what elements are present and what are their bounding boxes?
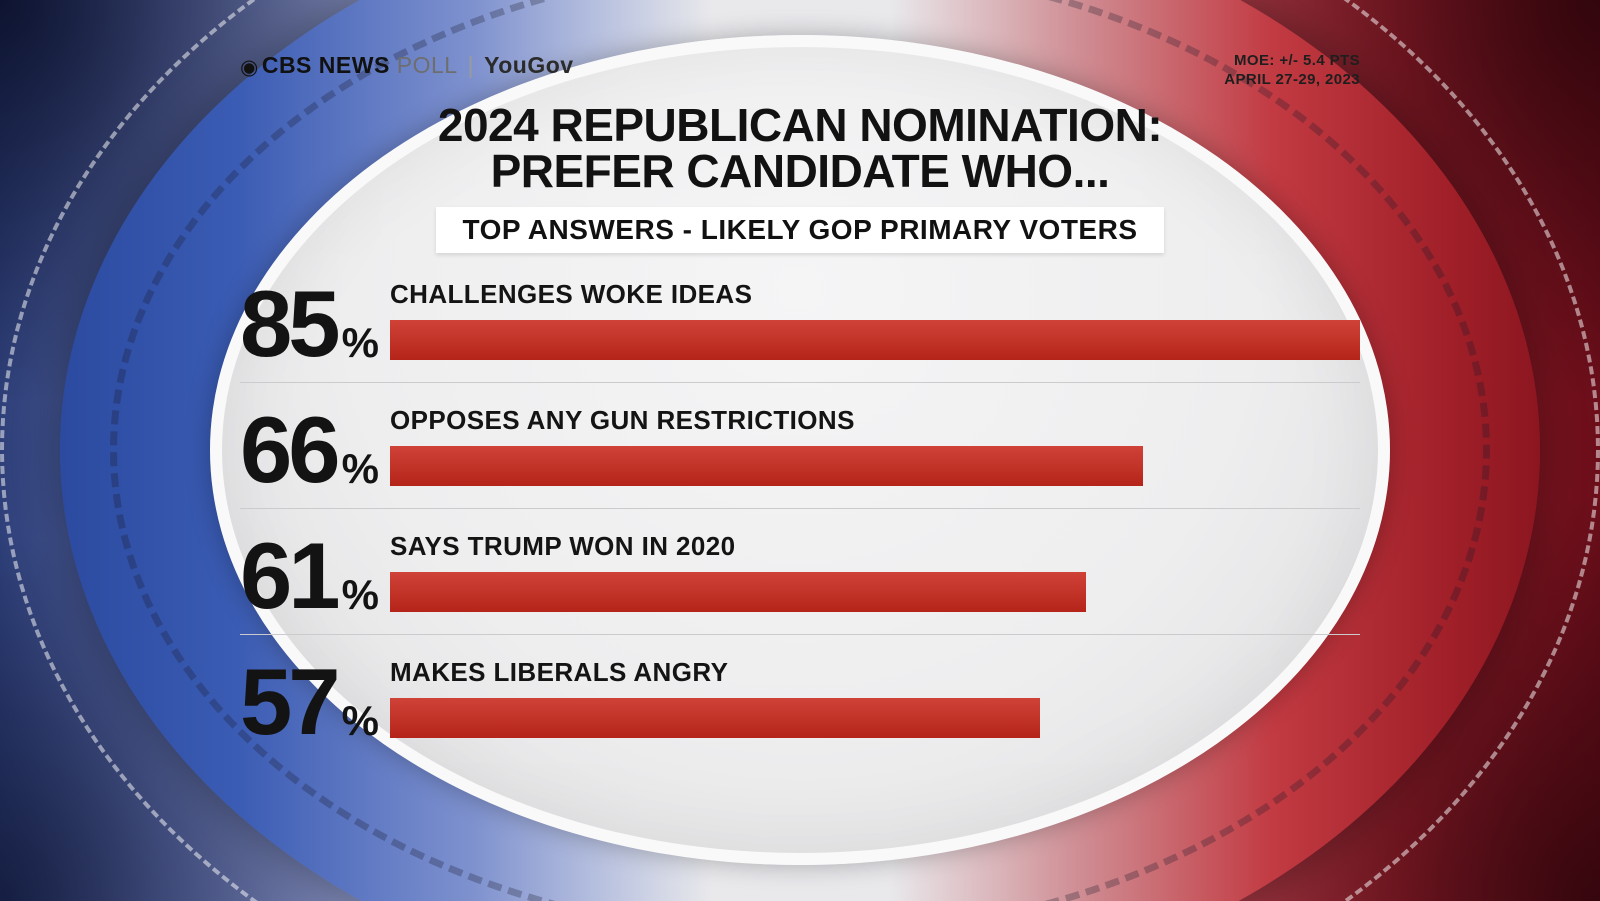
bar-track (390, 572, 1360, 613)
bar-value: 61 % (240, 523, 390, 628)
bar-group: MAKES LIBERALS ANGRY (390, 657, 1360, 739)
bar-value: 66 % (240, 397, 390, 502)
bar-track (390, 698, 1360, 739)
chart-row: 61 % SAYS TRUMP WON IN 2020 (240, 508, 1360, 634)
chart-row: 66 % OPPOSES ANY GUN RESTRICTIONS (240, 382, 1360, 508)
chart-title-line2: PREFER CANDIDATE WHO... (490, 145, 1110, 198)
chart-title-line1: 2024 REPUBLICAN NOMINATION: (437, 98, 1163, 151)
bar-value: 85 % (240, 271, 390, 376)
ring-ticks (110, 0, 1490, 901)
chart-subtitle: TOP ANSWERS - LIKELY GOP PRIMARY VOTERS (436, 207, 1164, 254)
chart-row: 85 % CHALLENGES WOKE IDEAS (240, 271, 1360, 382)
bar-group: CHALLENGES WOKE IDEAS (390, 279, 1360, 361)
bar-value: 57 % (240, 649, 390, 754)
margin-of-error: MOE: +/- 5.4 PTS APRIL 27-29, 2023 (1224, 52, 1360, 90)
brand-cbs-news: CBS NEWS (261, 52, 390, 78)
chart-content: ◉ CBS NEWS POLL | YouGov MOE: +/- 5.4 PT… (240, 52, 1360, 760)
bar-value-number: 61 (240, 523, 341, 628)
bar-fill (390, 446, 1144, 487)
moe-line1: MOE: +/- 5.4 PTS (1233, 52, 1360, 69)
moe-line2: APRIL 27-29, 2023 (1224, 70, 1360, 88)
bar-value-number: 66 (240, 397, 341, 502)
topbar: ◉ CBS NEWS POLL | YouGov MOE: +/- 5.4 PT… (240, 52, 1360, 90)
bar-group: OPPOSES ANY GUN RESTRICTIONS (390, 405, 1360, 487)
bar-value-number: 57 (240, 649, 341, 754)
bar-label: MAKES LIBERALS ANGRY (390, 657, 729, 688)
bar-value-unit: % (341, 696, 379, 744)
brand-lockup: ◉ CBS NEWS POLL | YouGov (240, 52, 574, 79)
bar-group: SAYS TRUMP WON IN 2020 (390, 531, 1360, 613)
bar-track (390, 446, 1360, 487)
chart-row: 57 % MAKES LIBERALS ANGRY (240, 634, 1360, 760)
bar-label: CHALLENGES WOKE IDEAS (390, 279, 753, 310)
bar-label: OPPOSES ANY GUN RESTRICTIONS (390, 405, 855, 436)
chart-subtitle-wrap: TOP ANSWERS - LIKELY GOP PRIMARY VOTERS (240, 207, 1360, 254)
bar-value-unit: % (341, 570, 379, 618)
bar-value-number: 85 (240, 271, 341, 376)
brand-poll: POLL (396, 52, 458, 78)
bar-fill (390, 698, 1041, 739)
cbs-eye-icon: ◉ (240, 56, 259, 79)
bar-value-unit: % (341, 444, 379, 492)
bar-fill (390, 320, 1360, 361)
chart-title: 2024 REPUBLICAN NOMINATION: PREFER CANDI… (240, 98, 1360, 198)
chart-rows: 85 % CHALLENGES WOKE IDEAS 66 % OPPOSES … (240, 271, 1360, 760)
bar-fill (390, 572, 1087, 613)
bar-label: SAYS TRUMP WON IN 2020 (390, 531, 736, 562)
brand-yougov: YouGov (484, 52, 574, 78)
brand-divider: | (467, 52, 475, 78)
bar-track (390, 320, 1360, 361)
bar-value-unit: % (341, 318, 379, 366)
